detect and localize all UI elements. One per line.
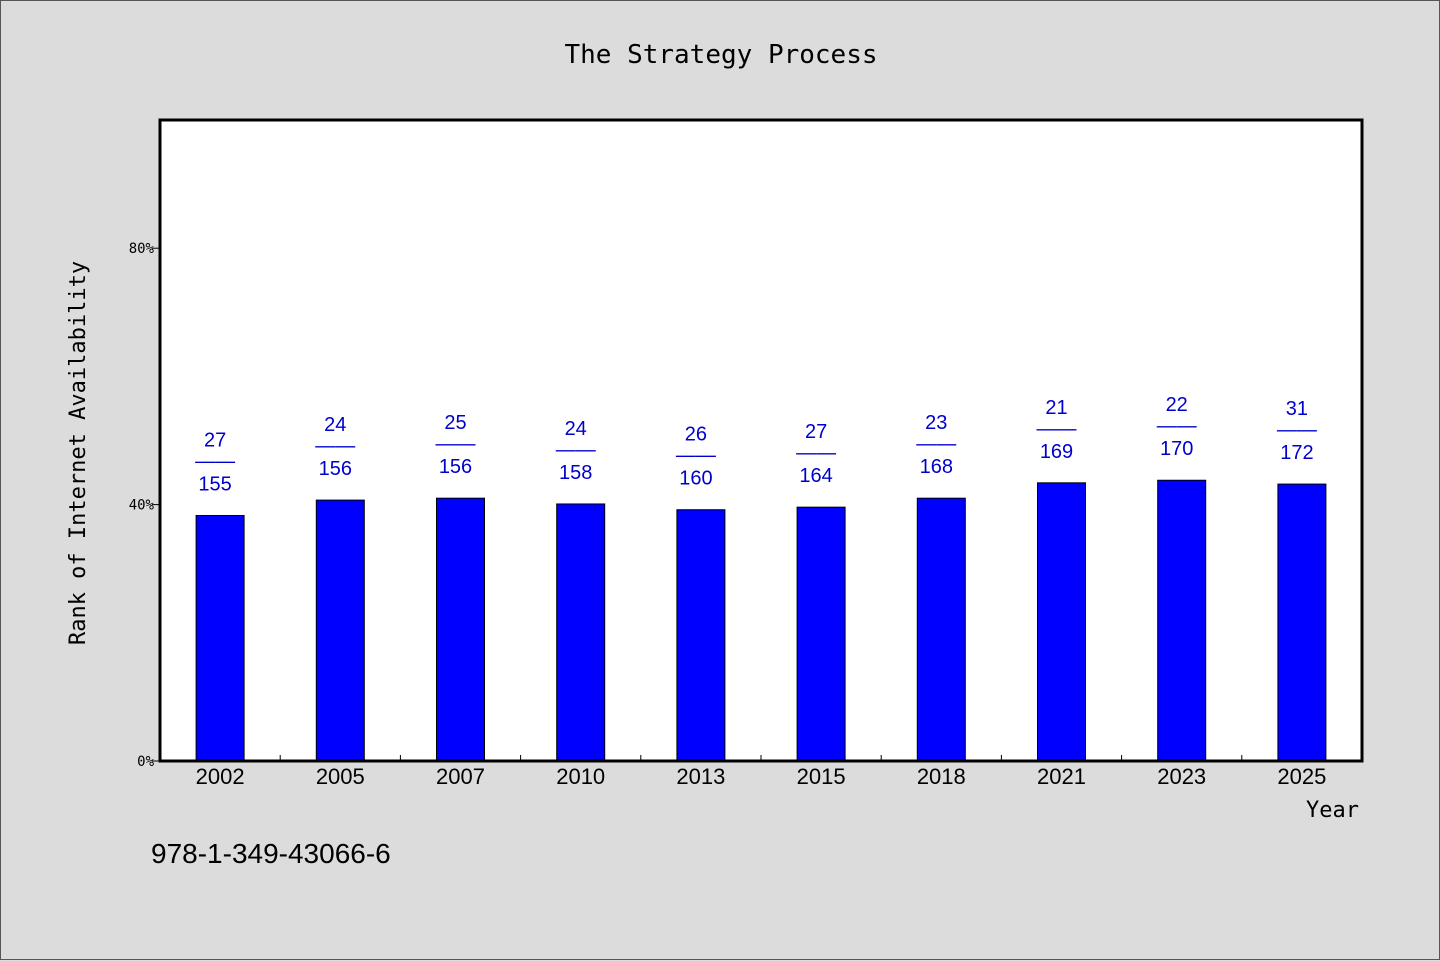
bar-2005 <box>315 499 365 762</box>
bar-label-top-2021: 21 <box>1045 397 1067 419</box>
y-tick-label: 80% <box>129 241 155 257</box>
bar-label-bottom-2013: 160 <box>679 468 712 490</box>
bar-label-top-2018: 23 <box>925 412 947 434</box>
bar-label-top-2023: 22 <box>1166 394 1188 416</box>
bar-label-separator-2005: —— <box>315 435 355 457</box>
bar-labels-layer: 27——15524——15625——15624——15826——16027——1… <box>195 394 1317 495</box>
bar-label-separator-2025: —— <box>1277 419 1317 441</box>
bar-label-top-2007: 25 <box>444 412 466 434</box>
bar-label-separator-2007: —— <box>436 433 476 455</box>
x-tick-label-2002: 2002 <box>196 764 245 789</box>
x-tick-label-2005: 2005 <box>316 764 365 789</box>
bar-label-bottom-2023: 170 <box>1160 438 1193 460</box>
x-tick-label-2015: 2015 <box>797 764 846 789</box>
bar-label-top-2002: 27 <box>204 429 226 451</box>
bar-label-top-2025: 31 <box>1286 398 1308 420</box>
bar-label-separator-2010: —— <box>556 439 596 461</box>
x-tick-label-2007: 2007 <box>436 764 485 789</box>
y-tick-label: 40% <box>129 498 155 514</box>
x-tick-label-2025: 2025 <box>1277 764 1326 789</box>
bar-label-top-2013: 26 <box>685 424 707 446</box>
bar-label-bottom-2002: 155 <box>198 473 231 495</box>
bar-label-separator-2023: —— <box>1157 415 1197 437</box>
x-tick-label-2013: 2013 <box>676 764 725 789</box>
bar-label-top-2010: 24 <box>565 418 587 440</box>
x-axis-title: Year <box>1306 798 1359 823</box>
bar-2002 <box>195 514 245 762</box>
bar-label-bottom-2018: 168 <box>920 456 953 478</box>
bar-label-top-2005: 24 <box>324 414 346 436</box>
bar-2010 <box>556 503 606 762</box>
bar-label-bottom-2005: 156 <box>319 458 352 480</box>
bar-label-separator-2021: —— <box>1037 418 1077 440</box>
bar-label-bottom-2021: 169 <box>1040 441 1073 463</box>
chart-title: The Strategy Process <box>564 40 877 70</box>
bar-2023 <box>1157 479 1207 762</box>
bars-layer <box>195 479 1327 762</box>
y-axis-title: Rank of Internet Availability <box>66 261 91 645</box>
bar-2018 <box>916 497 966 762</box>
bar-label-separator-2015: —— <box>796 442 836 464</box>
isbn-text: 978-1-349-43066-6 <box>151 838 391 869</box>
bar-label-bottom-2015: 164 <box>799 465 832 487</box>
bar-label-bottom-2025: 172 <box>1280 442 1313 464</box>
bar-label-bottom-2007: 156 <box>439 456 472 478</box>
plot-frame <box>158 118 1364 763</box>
bar-2015 <box>796 506 846 762</box>
x-tick-label-2021: 2021 <box>1037 764 1086 789</box>
bar-2013 <box>676 509 726 762</box>
x-tick-label-2023: 2023 <box>1157 764 1206 789</box>
bar-2025 <box>1277 483 1327 762</box>
x-tick-label-2010: 2010 <box>556 764 605 789</box>
bar-label-bottom-2010: 158 <box>559 462 592 484</box>
x-axis: 2002 2005 2007 2010 2013 2015 2018 2021 2023 2025 <box>196 755 1326 789</box>
x-tick-label-2018: 2018 <box>917 764 966 789</box>
bar-2007 <box>436 497 485 762</box>
bar-label-separator-2002: —— <box>195 450 235 472</box>
bar-label-top-2015: 27 <box>805 421 827 443</box>
bar-2021 <box>1037 482 1086 762</box>
bar-label-separator-2013: —— <box>676 445 716 467</box>
y-axis: 0% 40% 80% <box>129 241 160 770</box>
y-tick-label: 0% <box>137 754 154 770</box>
bar-label-separator-2018: —— <box>916 433 956 455</box>
